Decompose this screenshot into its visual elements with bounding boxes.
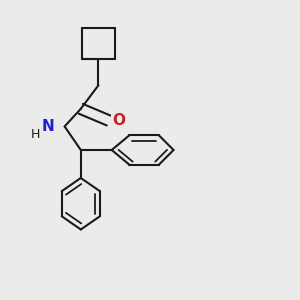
Text: N: N [42,119,55,134]
Text: O: O [112,113,126,128]
Text: H: H [31,128,40,141]
